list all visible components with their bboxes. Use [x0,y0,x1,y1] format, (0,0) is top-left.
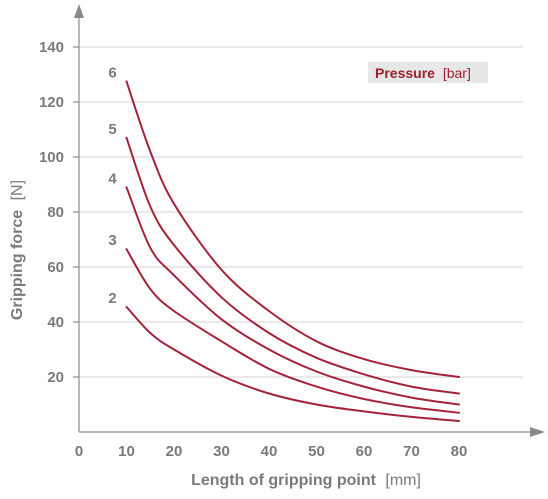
y-axis-arrow-icon [74,4,84,18]
y-tick-label: 60 [47,259,64,276]
y-tick-label: 120 [39,94,64,111]
curve-label-5: 5 [108,121,116,138]
curve-pressure-6 [125,80,460,378]
curve-label-3: 3 [108,232,116,249]
y-tick-label: 40 [47,314,64,331]
x-axis-unit: [mm] [385,472,421,489]
x-tick-label: 0 [75,443,83,460]
curve-label-2: 2 [108,290,116,307]
y-tick-label: 140 [39,39,64,56]
curve-labels: 2 3 4 5 6 [108,64,117,307]
grid-lines [73,46,523,378]
y-tick-label: 80 [47,204,64,221]
legend: Pressure [bar] [368,62,488,83]
legend-box [368,62,488,83]
x-axis-title-text: Length of gripping point [191,472,377,489]
curve-label-6: 6 [108,64,116,81]
curve-pressure-3 [125,248,460,414]
y-axis-title-text: Gripping force [9,210,26,320]
tick-labels: 20 40 60 80 100 120 140 0 10 20 30 40 50 60 70 80 [39,39,467,460]
x-tick-label: 50 [308,443,325,460]
curve-pressure-2 [125,305,460,422]
x-tick-label: 30 [213,443,230,460]
x-tick-label: 60 [356,443,373,460]
axes [74,4,545,437]
x-tick-label: 80 [451,443,468,460]
curve-pressure-4 [125,186,460,406]
x-tick-label: 10 [118,443,135,460]
curve-label-4: 4 [108,170,117,187]
x-axis-arrow-icon [530,427,545,437]
y-tick-label: 100 [39,149,64,166]
x-axis-title: Length of gripping point [mm] [191,472,421,489]
legend-label: Pressure [bar] [375,65,471,81]
x-tick-label: 40 [261,443,278,460]
x-tick-label: 70 [403,443,420,460]
y-tick-label: 20 [47,369,64,386]
y-axis-unit: [N] [9,180,26,200]
y-axis-title: Gripping force [N] [9,180,26,320]
x-tick-label: 20 [166,443,183,460]
legend-title: Pressure [375,65,435,81]
curve-pressure-5 [125,136,460,395]
legend-unit: [bar] [443,65,471,81]
pressure-curves [125,80,460,422]
